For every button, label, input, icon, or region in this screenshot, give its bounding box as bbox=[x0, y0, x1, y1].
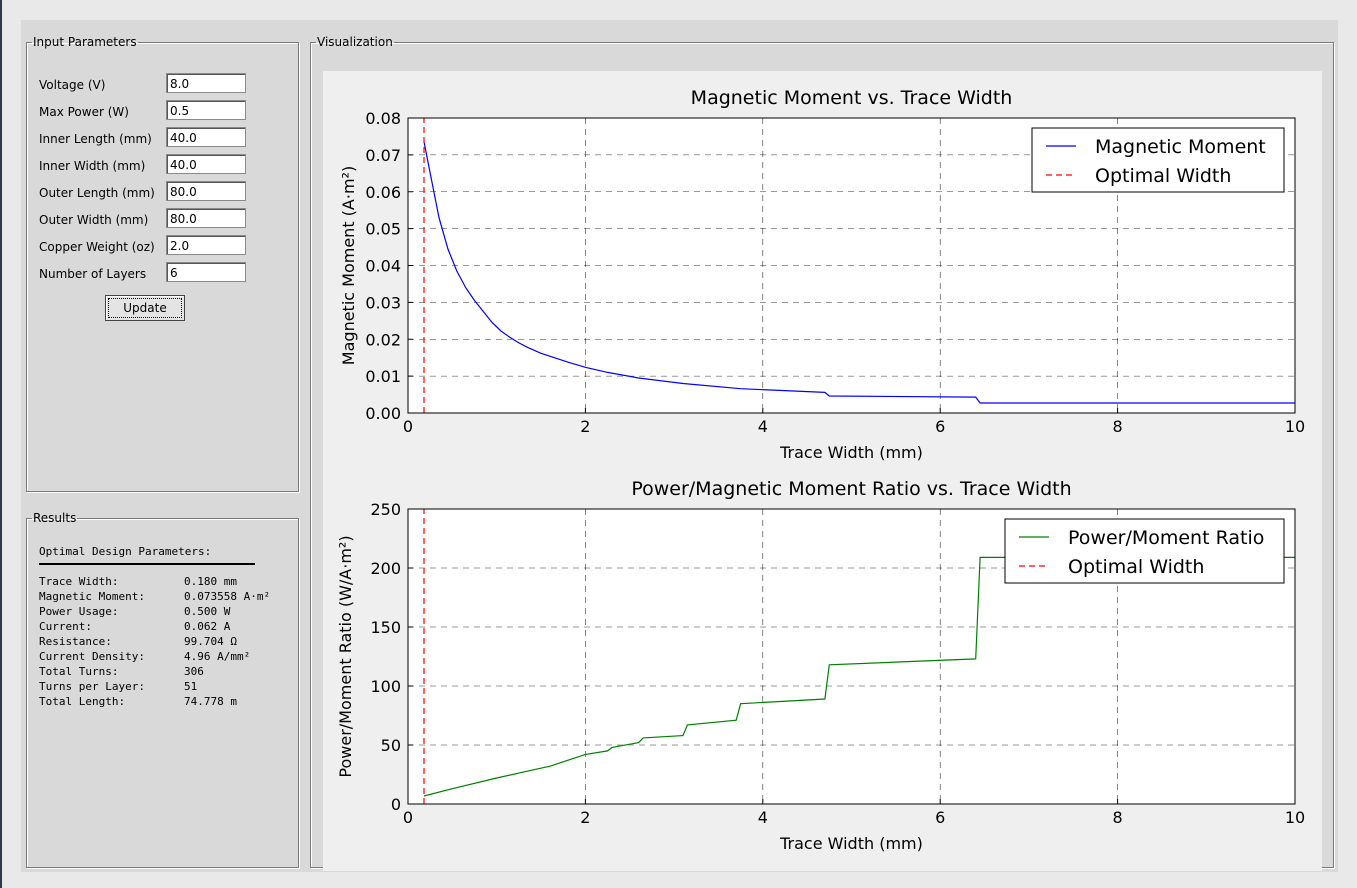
input-label: Max Power (W) bbox=[39, 105, 129, 119]
y-tick-label: 50 bbox=[381, 736, 401, 755]
app-window: Input Parameters Voltage (V) Max Power (W… bbox=[21, 20, 1338, 872]
input-row: Outer Width (mm) bbox=[39, 208, 269, 232]
x-tick-label: 2 bbox=[580, 808, 590, 827]
input-row: Inner Length (mm) bbox=[39, 127, 269, 151]
window-edge bbox=[0, 0, 2, 888]
input-label: Inner Length (mm) bbox=[39, 132, 152, 146]
input-label: Outer Length (mm) bbox=[39, 186, 155, 200]
input-row: Inner Width (mm) bbox=[39, 154, 269, 178]
result-value: 99.704 Ω bbox=[184, 635, 237, 648]
input-label: Copper Weight (oz) bbox=[39, 240, 155, 254]
x-axis-label: Trace Width (mm) bbox=[779, 834, 923, 853]
y-tick-label: 250 bbox=[370, 500, 401, 519]
y-tick-label: 0.08 bbox=[365, 109, 401, 128]
result-key: Total Turns: bbox=[39, 665, 119, 678]
y-tick-label: 0.05 bbox=[365, 220, 401, 239]
input-row: Copper Weight (oz) bbox=[39, 235, 269, 259]
input-parameters-panel: Input Parameters Voltage (V) Max Power (W… bbox=[26, 35, 299, 492]
legend-label: Magnetic Moment bbox=[1095, 136, 1266, 158]
input-field[interactable] bbox=[166, 73, 246, 93]
x-tick-label: 2 bbox=[580, 417, 590, 436]
results-legend: Results bbox=[33, 511, 77, 525]
result-key: Current Density: bbox=[39, 650, 145, 663]
input-field[interactable] bbox=[166, 235, 246, 255]
y-tick-label: 0.01 bbox=[365, 367, 401, 386]
plot-frame bbox=[407, 508, 1296, 805]
input-label: Outer Width (mm) bbox=[39, 213, 149, 227]
input-row: Number of Layers bbox=[39, 262, 269, 286]
legend-label: Power/Moment Ratio bbox=[1068, 527, 1264, 549]
result-key: Trace Width: bbox=[39, 575, 119, 588]
input-row: Max Power (W) bbox=[39, 100, 269, 124]
result-key: Resistance: bbox=[39, 635, 112, 648]
x-tick-label: 4 bbox=[758, 417, 768, 436]
x-tick-label: 8 bbox=[1113, 417, 1123, 436]
x-axis-label: Trace Width (mm) bbox=[779, 443, 923, 462]
x-tick-label: 10 bbox=[1285, 417, 1305, 436]
input-parameters-legend: Input Parameters bbox=[33, 35, 137, 49]
result-key: Current: bbox=[39, 620, 92, 633]
x-tick-label: 0 bbox=[403, 417, 413, 436]
x-tick-label: 0 bbox=[403, 808, 413, 827]
x-tick-label: 6 bbox=[935, 417, 945, 436]
result-key: Turns per Layer: bbox=[39, 680, 145, 693]
input-field[interactable] bbox=[166, 100, 246, 120]
chart-title: Magnetic Moment vs. Trace Width bbox=[691, 87, 1013, 109]
input-field[interactable] bbox=[166, 262, 246, 282]
input-label: Voltage (V) bbox=[39, 78, 106, 92]
results-panel: Results Optimal Design Parameters: Trace… bbox=[26, 511, 299, 868]
y-tick-label: 0 bbox=[391, 795, 401, 814]
result-value: 74.778 m bbox=[184, 695, 237, 708]
result-value: 51 bbox=[184, 680, 198, 693]
input-row: Voltage (V) bbox=[39, 73, 269, 97]
y-tick-label: 0.00 bbox=[365, 404, 401, 423]
result-value: 0.500 W bbox=[184, 605, 231, 618]
chart-title: Power/Magnetic Moment Ratio vs. Trace Wi… bbox=[631, 478, 1071, 500]
legend-label: Optimal Width bbox=[1095, 165, 1231, 187]
y-tick-label: 200 bbox=[370, 559, 401, 578]
visualization-panel: Visualization 0 2 4 6 8 10 0.00 0.01 0.02 0.03 0.0… bbox=[310, 35, 1334, 871]
y-tick-label: 0.06 bbox=[365, 183, 401, 202]
y-axis-label: Magnetic Moment (A·m²) bbox=[339, 166, 358, 365]
update-button[interactable]: Update bbox=[105, 295, 185, 321]
x-tick-label: 8 bbox=[1113, 808, 1123, 827]
input-label: Inner Width (mm) bbox=[39, 159, 146, 173]
input-field[interactable] bbox=[166, 181, 246, 201]
result-value: 4.96 A/mm² bbox=[184, 650, 251, 663]
result-key: Power Usage: bbox=[39, 605, 119, 618]
charts-figure: 0 2 4 6 8 10 0.00 0.01 0.02 0.03 0.04 0.05 0.06 0.07 0… bbox=[336, 87, 1305, 853]
result-value: 306 bbox=[184, 665, 204, 678]
x-tick-label: 4 bbox=[758, 808, 768, 827]
results-heading: Optimal Design Parameters: bbox=[39, 545, 212, 558]
y-tick-label: 0.07 bbox=[365, 146, 401, 165]
series-line bbox=[423, 556, 1295, 797]
result-key: Magnetic Moment: bbox=[39, 590, 145, 603]
x-tick-label: 10 bbox=[1285, 808, 1305, 827]
plot-canvas: 0 2 4 6 8 10 0.00 0.01 0.02 0.03 0.04 0.05 0.06 0.07 0… bbox=[323, 71, 1322, 871]
result-value: 0.180 mm bbox=[184, 575, 237, 588]
legend-box bbox=[1004, 518, 1285, 584]
x-tick-label: 6 bbox=[935, 808, 945, 827]
result-key: Total Length: bbox=[39, 695, 126, 708]
legend-label: Optimal Width bbox=[1068, 556, 1204, 578]
y-tick-label: 0.02 bbox=[365, 330, 401, 349]
visualization-legend: Visualization bbox=[317, 35, 393, 49]
y-axis-label: Power/Moment Ratio (W/A·m²) bbox=[336, 535, 355, 777]
input-label: Number of Layers bbox=[39, 267, 147, 281]
input-field[interactable] bbox=[166, 127, 246, 147]
results-divider bbox=[39, 563, 255, 565]
y-tick-label: 0.04 bbox=[365, 257, 401, 276]
result-value: 0.073558 A·m² bbox=[184, 590, 271, 603]
y-tick-label: 150 bbox=[370, 618, 401, 637]
input-row: Outer Length (mm) bbox=[39, 181, 269, 205]
result-value: 0.062 A bbox=[184, 620, 231, 633]
input-field[interactable] bbox=[166, 208, 246, 228]
input-field[interactable] bbox=[166, 154, 246, 174]
y-tick-label: 100 bbox=[370, 677, 401, 696]
y-tick-label: 0.03 bbox=[365, 293, 401, 312]
legend-box bbox=[1031, 127, 1285, 193]
series-line bbox=[423, 141, 1295, 404]
